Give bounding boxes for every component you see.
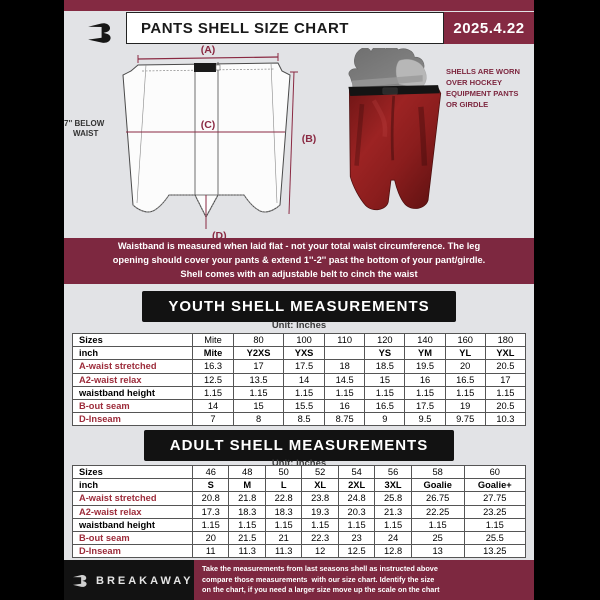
- svg-text:7'' BELOW: 7'' BELOW: [64, 119, 105, 128]
- svg-text:(B): (B): [302, 133, 317, 145]
- svg-text:(C): (C): [201, 119, 216, 131]
- svg-text:(A): (A): [201, 45, 216, 56]
- svg-text:WAIST: WAIST: [73, 129, 98, 138]
